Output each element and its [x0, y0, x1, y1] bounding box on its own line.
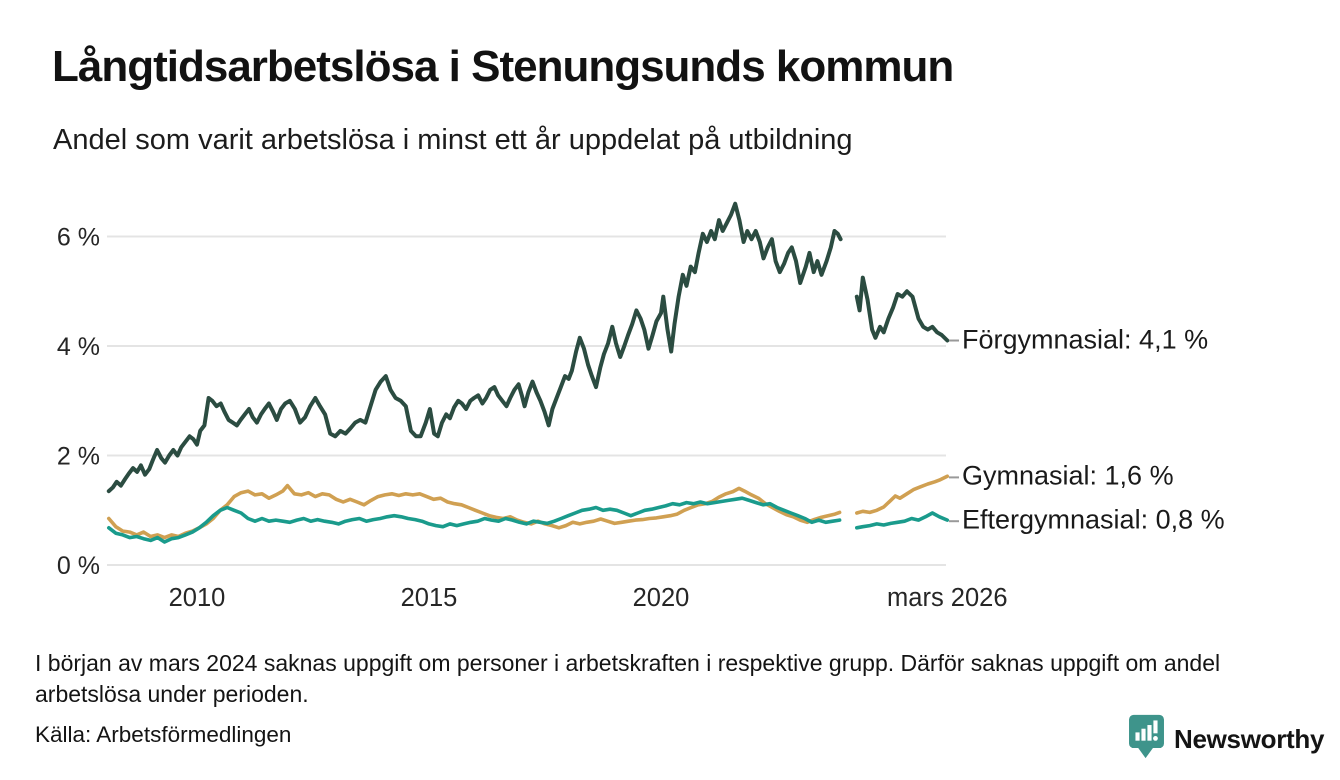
- source-attribution: Källa: Arbetsförmedlingen: [35, 722, 292, 747]
- svg-text:2 %: 2 %: [57, 443, 100, 471]
- svg-text:2010: 2010: [169, 584, 226, 612]
- svg-text:6 %: 6 %: [57, 224, 100, 252]
- svg-text:2015: 2015: [401, 584, 458, 612]
- footnote: I början av mars 2024 saknas uppgift om …: [35, 650, 1221, 707]
- page-title: Långtidsarbetslösa i Stenungsunds kommun: [52, 42, 954, 91]
- chart-subtitle: Andel som varit arbetslösa i minst ett å…: [53, 124, 853, 156]
- svg-text:4 %: 4 %: [57, 333, 100, 361]
- svg-text:2020: 2020: [633, 584, 690, 612]
- newsworthy-pin-bar-chart-icon: [1128, 714, 1165, 765]
- series-end-label-gymnasial: Gymnasial: 1,6 %: [962, 460, 1174, 491]
- svg-text:0 %: 0 %: [57, 552, 100, 580]
- series-end-label-eftergymnasial: Eftergymnasial: 0,8 %: [962, 504, 1225, 535]
- newsworthy-logo: Newsworthy: [1128, 714, 1324, 765]
- newsworthy-wordmark: Newsworthy: [1174, 724, 1325, 754]
- svg-text:mars 2026: mars 2026: [887, 584, 1007, 612]
- series-end-label-forgymnasial: Förgymnasial: 4,1 %: [962, 323, 1209, 354]
